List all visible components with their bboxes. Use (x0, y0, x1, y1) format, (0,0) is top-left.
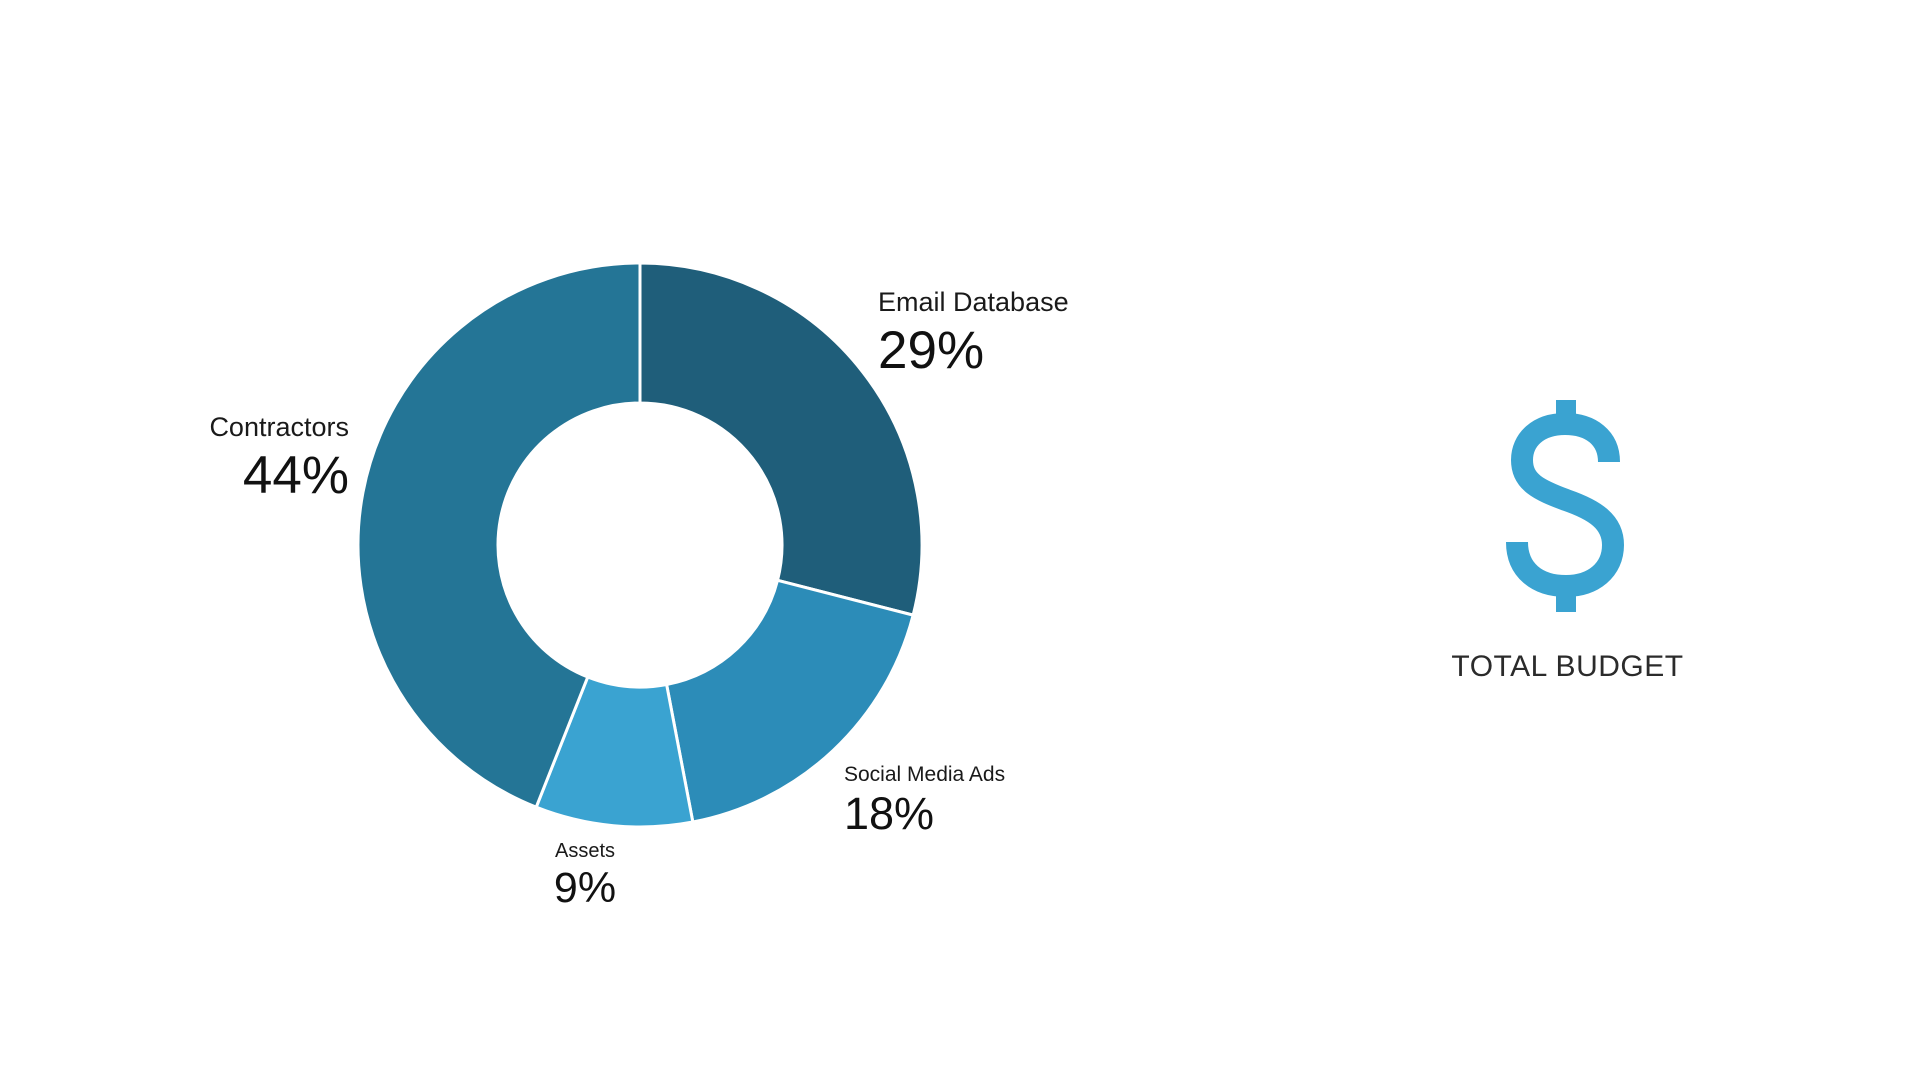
total-budget-label: TOTAL BUDGET (1451, 650, 1684, 683)
total-budget-panel: TOTAL BUDGET (1440, 390, 1695, 684)
label-contractors: Contractors 44% (209, 412, 349, 505)
slice-value-social-media-ads: 18% (844, 788, 935, 839)
label-assets: Assets 9% (552, 841, 618, 910)
label-social-media-ads: Social Media Ads 18% (844, 764, 1005, 836)
donut-slice-contractors (356, 261, 642, 810)
slice-value-assets: 9% (553, 864, 617, 912)
slice-value-email-database: 29% (878, 321, 985, 380)
slice-label-contractors: Contractors (209, 412, 349, 442)
slice-label-assets: Assets (554, 840, 616, 862)
donut-slice-email-database (638, 261, 924, 617)
slice-label-social-media-ads: Social Media Ads (844, 763, 1006, 786)
label-email-database: Email Database 29% (878, 287, 1069, 380)
donut-slice-social-media-ads (664, 578, 915, 824)
slice-label-email-database: Email Database (878, 287, 1069, 317)
slice-value-contractors: 44% (242, 446, 349, 505)
dollar-icon (1505, 400, 1624, 612)
